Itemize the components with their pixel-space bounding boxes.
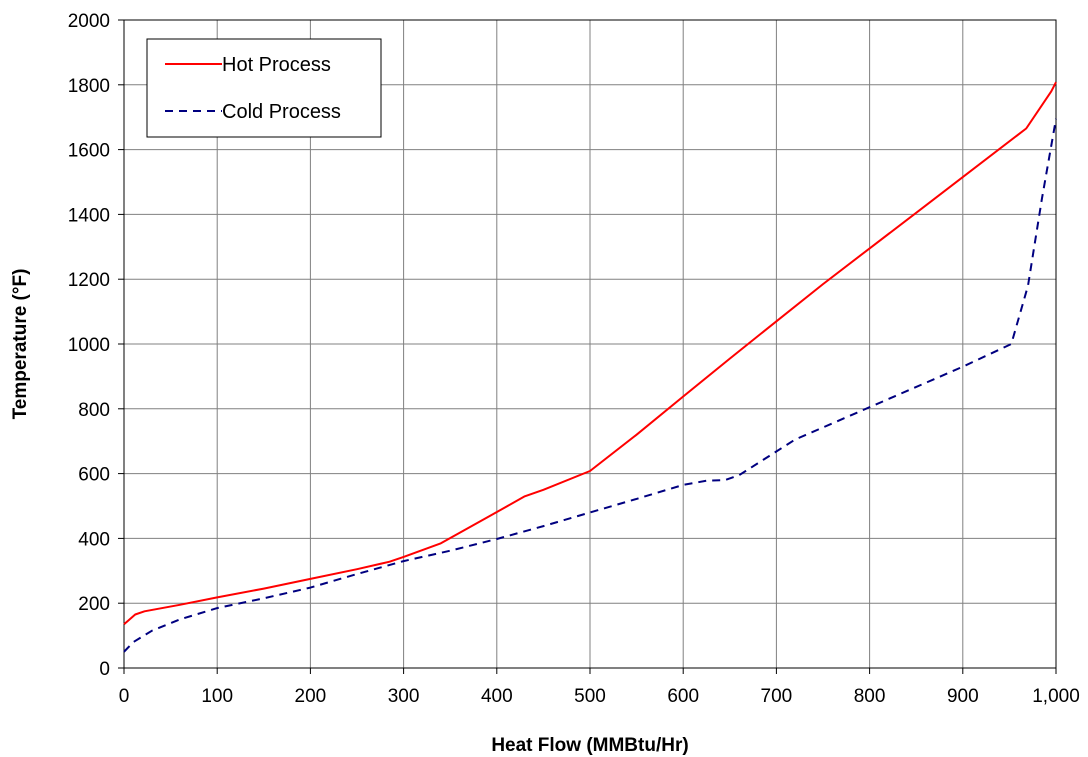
x-axis-title: Heat Flow (MMBtu/Hr) bbox=[491, 735, 688, 756]
y-tick-label: 1600 bbox=[68, 141, 110, 162]
x-tick-label: 500 bbox=[574, 686, 606, 707]
x-tick-label: 200 bbox=[295, 686, 327, 707]
x-tick-label: 300 bbox=[388, 686, 420, 707]
x-tick-label: 600 bbox=[667, 686, 699, 707]
y-tick-label: 600 bbox=[78, 465, 110, 486]
y-tick-labels: 0 200 400 600 800 1000 1200 1400 1600 1800 2000 bbox=[68, 11, 110, 680]
y-tick-label: 800 bbox=[78, 400, 110, 421]
legend-label-cold-process: Cold Process bbox=[222, 101, 341, 123]
y-tick-label: 1800 bbox=[68, 76, 110, 97]
series-line-cold-process bbox=[123, 118, 1057, 653]
y-tick-label: 1400 bbox=[68, 205, 110, 226]
x-tick-label: 700 bbox=[761, 686, 793, 707]
legend-label-hot-process: Hot Process bbox=[222, 54, 331, 76]
gridlines bbox=[124, 20, 1056, 668]
y-tick-label: 400 bbox=[78, 529, 110, 550]
x-tick-labels: 0 100 200 300 400 500 600 700 800 900 1,000 bbox=[119, 686, 1080, 707]
series-layer bbox=[123, 81, 1057, 653]
series-line-hot-process bbox=[123, 81, 1057, 626]
axes bbox=[118, 19, 1057, 674]
y-axis-title: Temperature (°F) bbox=[10, 269, 31, 420]
x-tick-label: 1,000 bbox=[1032, 686, 1080, 707]
x-tick-label: 800 bbox=[854, 686, 886, 707]
y-tick-label: 1000 bbox=[68, 335, 110, 356]
y-tick-label: 0 bbox=[99, 659, 110, 680]
y-tick-label: 200 bbox=[78, 594, 110, 615]
legend-box bbox=[146, 38, 382, 138]
legend: Hot Process Cold Process bbox=[146, 38, 382, 138]
x-tick-label: 100 bbox=[201, 686, 233, 707]
y-tick-label: 2000 bbox=[68, 11, 110, 32]
x-tick-label: 0 bbox=[119, 686, 130, 707]
x-tick-label: 400 bbox=[481, 686, 513, 707]
y-tick-label: 1200 bbox=[68, 270, 110, 291]
x-tick-label: 900 bbox=[947, 686, 979, 707]
